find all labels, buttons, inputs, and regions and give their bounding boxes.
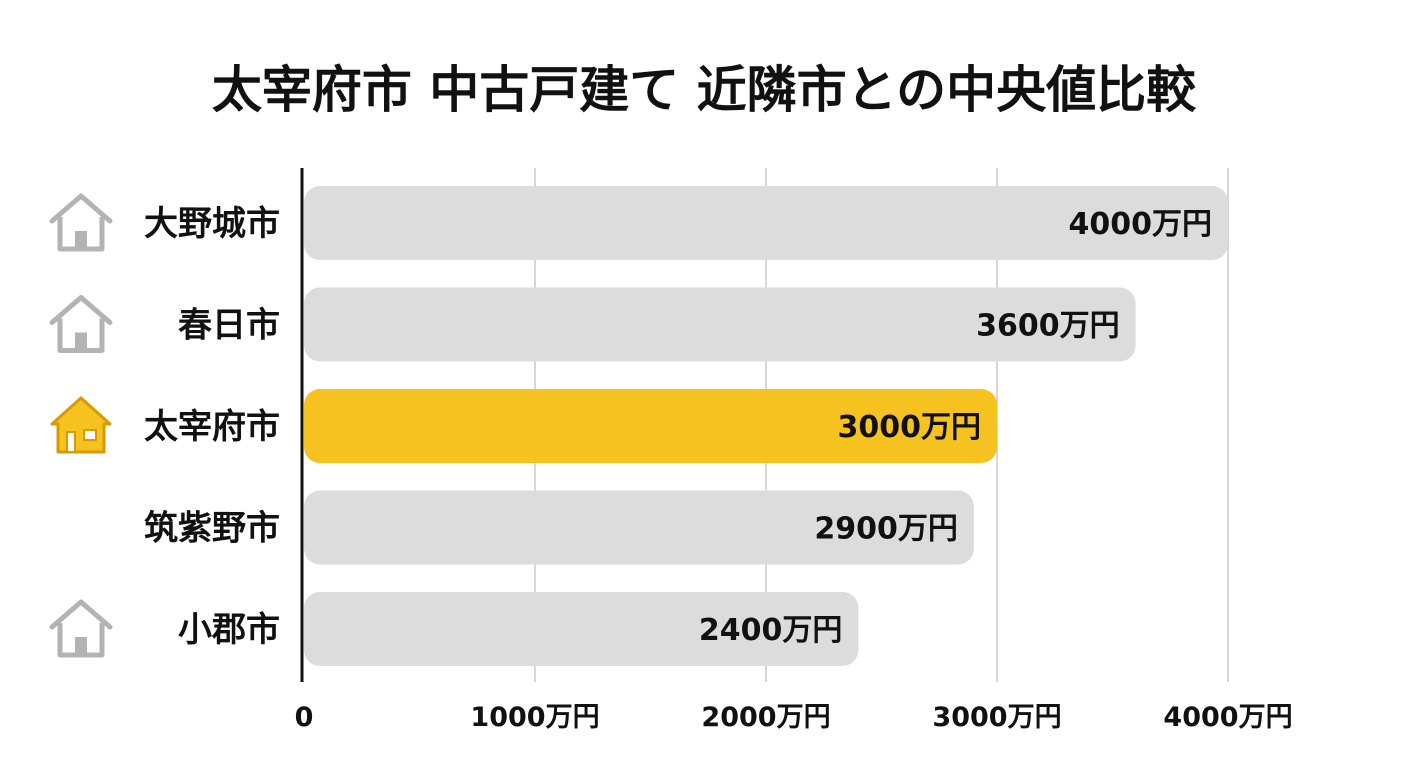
bar-value-label: 2400万円	[699, 613, 843, 648]
house-icon	[49, 193, 113, 252]
bar-value-label: 3000万円	[838, 410, 982, 445]
bar	[304, 287, 1136, 362]
house-icon	[49, 295, 113, 353]
house-icon	[49, 599, 113, 658]
category-label: 春日市	[178, 306, 280, 346]
x-tick-label: 1000万円	[470, 702, 599, 733]
bar	[304, 490, 974, 565]
category-label: 太宰府市	[144, 407, 280, 447]
x-tick-label: 2000万円	[701, 702, 830, 733]
x-tick-label: 4000万円	[1163, 702, 1292, 733]
bar-value-label: 4000万円	[1069, 207, 1213, 242]
bar	[304, 592, 859, 666]
bar	[304, 186, 1228, 260]
category-label: 大野城市	[144, 204, 280, 244]
x-tick-label: 0	[295, 702, 314, 733]
category-label: 筑紫野市	[144, 509, 280, 549]
x-tick-label: 3000万円	[932, 702, 1061, 733]
bar-highlight	[304, 389, 997, 463]
bar-value-label: 3600万円	[976, 309, 1120, 344]
labels: 0 1000万円 2000万円 3000万円 4000万円 4000万円 大野城市 3600万…	[49, 193, 1293, 733]
house-icon-highlight	[50, 396, 112, 454]
category-label: 小郡市	[178, 610, 280, 650]
bar-value-label: 2900万円	[814, 512, 958, 547]
bars	[304, 186, 1228, 666]
chart-title: 太宰府市 中古戸建て 近隣市との中央値比較	[211, 61, 1197, 119]
